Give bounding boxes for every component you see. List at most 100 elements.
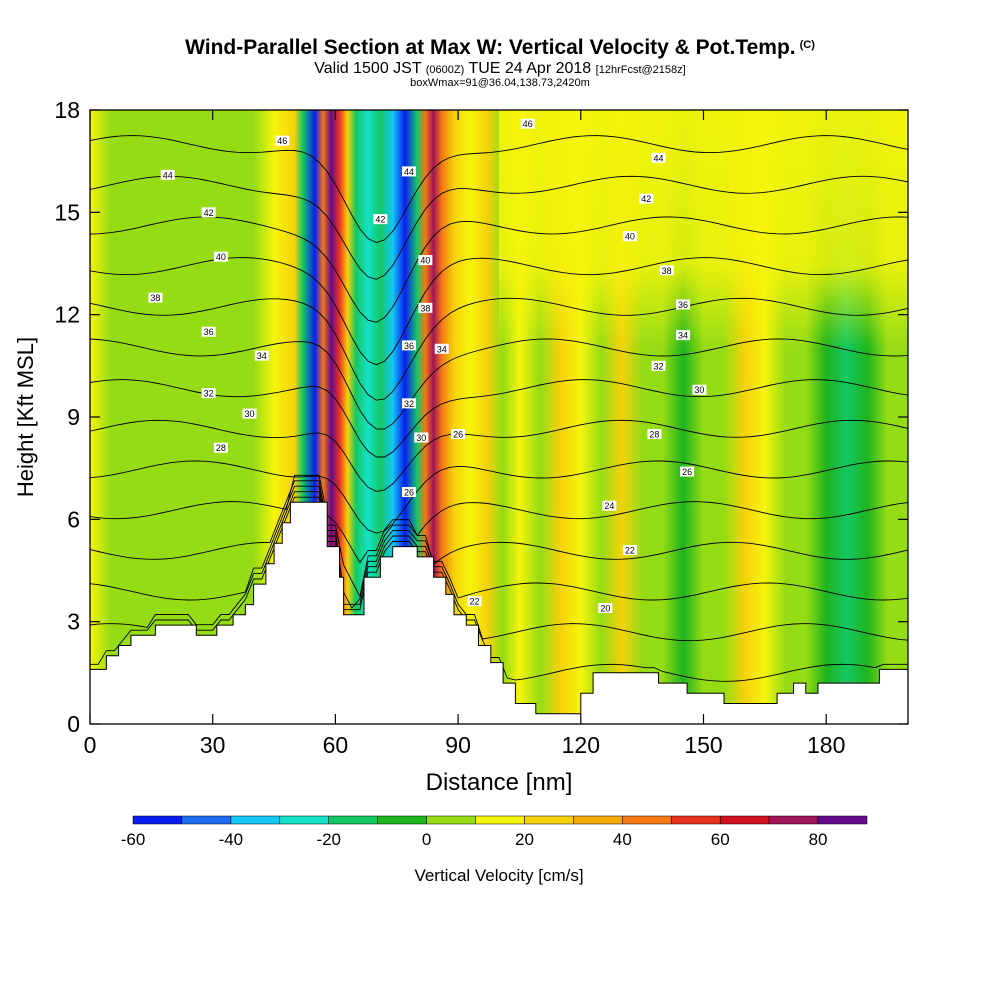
- y-axis-label: Height [Kft MSL]: [13, 337, 38, 497]
- isentrope-line: [90, 338, 908, 430]
- contour-label-text: 34: [257, 351, 267, 361]
- contour-label-text: 26: [453, 430, 463, 440]
- colorbar-tick-label: 0: [422, 830, 431, 849]
- forecast-info: [12hrFcst@2158z]: [595, 64, 686, 76]
- colorbar-swatch: [230, 815, 281, 825]
- isentrope-line: [90, 460, 908, 534]
- x-tick-label: 90: [445, 732, 471, 758]
- contour-label-bg: [622, 231, 637, 242]
- contour-label: 44: [402, 166, 417, 177]
- contour-label-bg: [418, 302, 433, 313]
- x-tick-label: 120: [562, 732, 600, 758]
- contour-label: 32: [402, 398, 417, 409]
- terrain-profile: [90, 501, 908, 724]
- copyright-mark: (C): [799, 39, 815, 51]
- contour-label-text: 22: [625, 546, 635, 556]
- contour-label: 32: [651, 360, 666, 371]
- contour-label: 26: [402, 487, 417, 498]
- contour-label: 44: [160, 169, 175, 180]
- title-text: Wind-Parallel Section at Max W: Vertical…: [185, 36, 796, 59]
- upper-positive-band: [499, 110, 908, 349]
- contour-label-text: 38: [662, 266, 672, 276]
- colorbar-tick-label: -20: [316, 830, 341, 849]
- colorbar-swatch: [622, 815, 672, 825]
- contour-label-bg: [242, 408, 257, 419]
- contour-label: 34: [254, 350, 269, 361]
- contour-label-text: 44: [404, 167, 414, 177]
- colorbar-swatch: [671, 815, 721, 825]
- contour-label-text: 46: [277, 136, 287, 146]
- x-axis: 0 30 60 90 120 150 180: [84, 110, 845, 758]
- colorbar-tick-label: 80: [809, 830, 828, 849]
- y-tick-label: 3: [67, 609, 80, 635]
- contour-label: 38: [418, 302, 433, 313]
- contour-label-bg: [148, 292, 163, 303]
- contour-label: 30: [242, 408, 257, 419]
- contour-label-text: 42: [204, 208, 214, 218]
- colorbar-tick-label: -40: [219, 830, 244, 849]
- colorbar-tick-label: 60: [711, 830, 730, 849]
- contour-label-text: 26: [404, 488, 414, 498]
- contour-label-text: 28: [216, 443, 226, 453]
- contour-label-text: 26: [682, 467, 692, 477]
- colorbar-swatch: [573, 815, 623, 825]
- contour-label: 40: [213, 251, 228, 262]
- contour-label: 30: [692, 384, 707, 395]
- contour-label: 26: [451, 429, 466, 440]
- contour-label-bg: [602, 500, 617, 511]
- contour-label-bg: [402, 398, 417, 409]
- contour-label: 22: [467, 596, 482, 607]
- chart-title: Wind-Parallel Section at Max W: Vertical…: [0, 36, 1000, 60]
- isentrope-line: [90, 496, 908, 682]
- colorbar-swatch: [279, 815, 329, 825]
- contour-label: 40: [622, 231, 637, 242]
- y-tick-label: 18: [54, 97, 80, 123]
- contour-label-bg: [467, 596, 482, 607]
- contour-label: 32: [201, 388, 216, 399]
- contour-label-text: 32: [204, 389, 214, 399]
- contour-label-bg: [201, 326, 216, 337]
- contour-label-bg: [651, 152, 666, 163]
- isentrope-line: [90, 419, 908, 492]
- colorbar-swatch: [475, 815, 525, 825]
- y-tick-label: 12: [54, 302, 80, 328]
- boxwmax-line: boxWmax=91@36.04,138.73,2420m: [410, 77, 590, 89]
- isentrope-line: [90, 480, 908, 598]
- upper-band-shade: [499, 110, 908, 349]
- colorbar-swatch: [328, 815, 378, 825]
- contour-label: 36: [402, 340, 417, 351]
- colorbar-swatch: [377, 815, 427, 825]
- contour-label: 34: [676, 330, 691, 341]
- contour-label-bg: [414, 432, 429, 443]
- contour-label-text: 30: [245, 409, 255, 419]
- contour-label: 38: [148, 292, 163, 303]
- contour-label-text: 32: [404, 399, 414, 409]
- contour-label-bg: [402, 487, 417, 498]
- contour-label-text: 24: [604, 501, 614, 511]
- contour-label-bg: [201, 388, 216, 399]
- colorbar: -60 -40 -20 0 20 40 60 80: [121, 815, 868, 849]
- contour-label-text: 36: [404, 341, 414, 351]
- contour-label: 44: [651, 152, 666, 163]
- contour-label-text: 30: [416, 433, 426, 443]
- contour-label: 46: [275, 135, 290, 146]
- isentrope-line: [90, 491, 908, 642]
- contour-label: 22: [622, 545, 637, 556]
- valid-prefix: Valid 1500 JST: [314, 60, 422, 77]
- isentrope-line: [90, 175, 908, 280]
- contour-label-text: 42: [641, 194, 651, 204]
- colorbar-tick-label: 40: [613, 830, 632, 849]
- contour-label: 26: [680, 466, 695, 477]
- valid-date: TUE 24 Apr 2018: [468, 60, 592, 77]
- contour-label-text: 42: [375, 215, 385, 225]
- contour-label-bg: [622, 545, 637, 556]
- contour-label-text: 40: [216, 252, 226, 262]
- plot-area: [90, 110, 908, 724]
- contour-label-bg: [213, 251, 228, 262]
- contour-label-bg: [402, 340, 417, 351]
- contour-label-bg: [598, 603, 613, 614]
- isentrope-line: [90, 485, 908, 609]
- colorbar-swatch: [426, 815, 476, 825]
